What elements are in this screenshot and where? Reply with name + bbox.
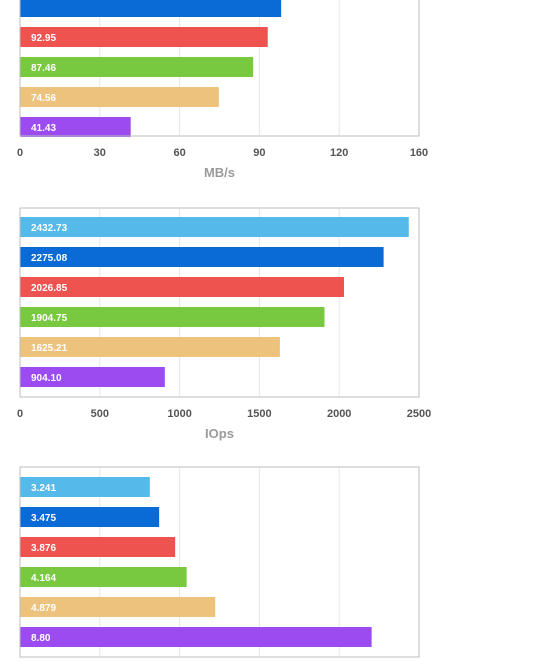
bar-value-label: 3.241 [31,483,56,494]
bar-value-label: 3.876 [31,543,56,554]
chart-1: 92.95 87.46 74.56 41.43 0 30 60 90 120 160 MB/s [17,0,428,180]
bar [20,27,268,47]
x-axis-title: MB/s [204,165,235,180]
bar-value-label: 2026.85 [31,283,68,294]
bar-value-label: 2432.73 [31,223,68,234]
bar-value-label: 3.475 [31,513,56,524]
bar [20,477,150,497]
x-tick-label: 500 [91,408,109,420]
bar [20,57,254,77]
x-tick-label: 90 [253,147,265,159]
x-tick-label: 2000 [327,408,351,420]
bar-value-label: 1625.21 [31,343,68,354]
x-tick-label: 60 [173,147,185,159]
bar [20,117,131,137]
bar-value-label: 87.46 [31,63,56,74]
x-tick-label: 160 [410,147,428,159]
x-axis-title: IOps [205,426,234,441]
bar-value-label: 92.95 [31,33,56,44]
bar [20,597,216,617]
x-tick-label: 1500 [247,408,271,420]
plot-border [19,466,420,658]
bar [20,247,384,267]
bar [20,0,282,17]
bar [20,217,409,237]
bar-value-label: 2275.08 [31,253,68,264]
bar [20,367,165,387]
x-tick-label: 1000 [167,408,191,420]
bar-value-label: 4.879 [31,603,56,614]
bar-value-label: 4.164 [31,573,56,584]
plot-border [19,207,420,398]
x-tick-label: 30 [94,147,106,159]
plot-frame [19,466,420,658]
plot-border [19,0,420,137]
plot-frame [19,207,420,398]
x-tick-label: 0 [17,408,23,420]
bar [20,627,372,647]
bar [20,87,219,107]
bar-value-label: 74.56 [31,93,56,104]
bar-value-label: 904.10 [31,373,62,384]
bar-value-label: 1904.75 [31,313,68,324]
x-tick-label: 120 [330,147,348,159]
bar [20,307,325,327]
x-tick-label: 2500 [407,408,431,420]
chart-2: 2432.73 2275.08 2026.85 1904.75 1625.21 904.1… [17,207,431,441]
bar [20,507,160,527]
bar [20,537,176,557]
bar [20,277,344,297]
chart-3: 3.241 3.475 3.876 4.164 4.879 8.80 [19,466,420,658]
bar [20,567,187,587]
x-tick-label: 0 [17,147,23,159]
bar-value-label: 41.43 [31,123,56,134]
bar [20,337,280,357]
bar-value-label: 8.80 [31,633,51,644]
